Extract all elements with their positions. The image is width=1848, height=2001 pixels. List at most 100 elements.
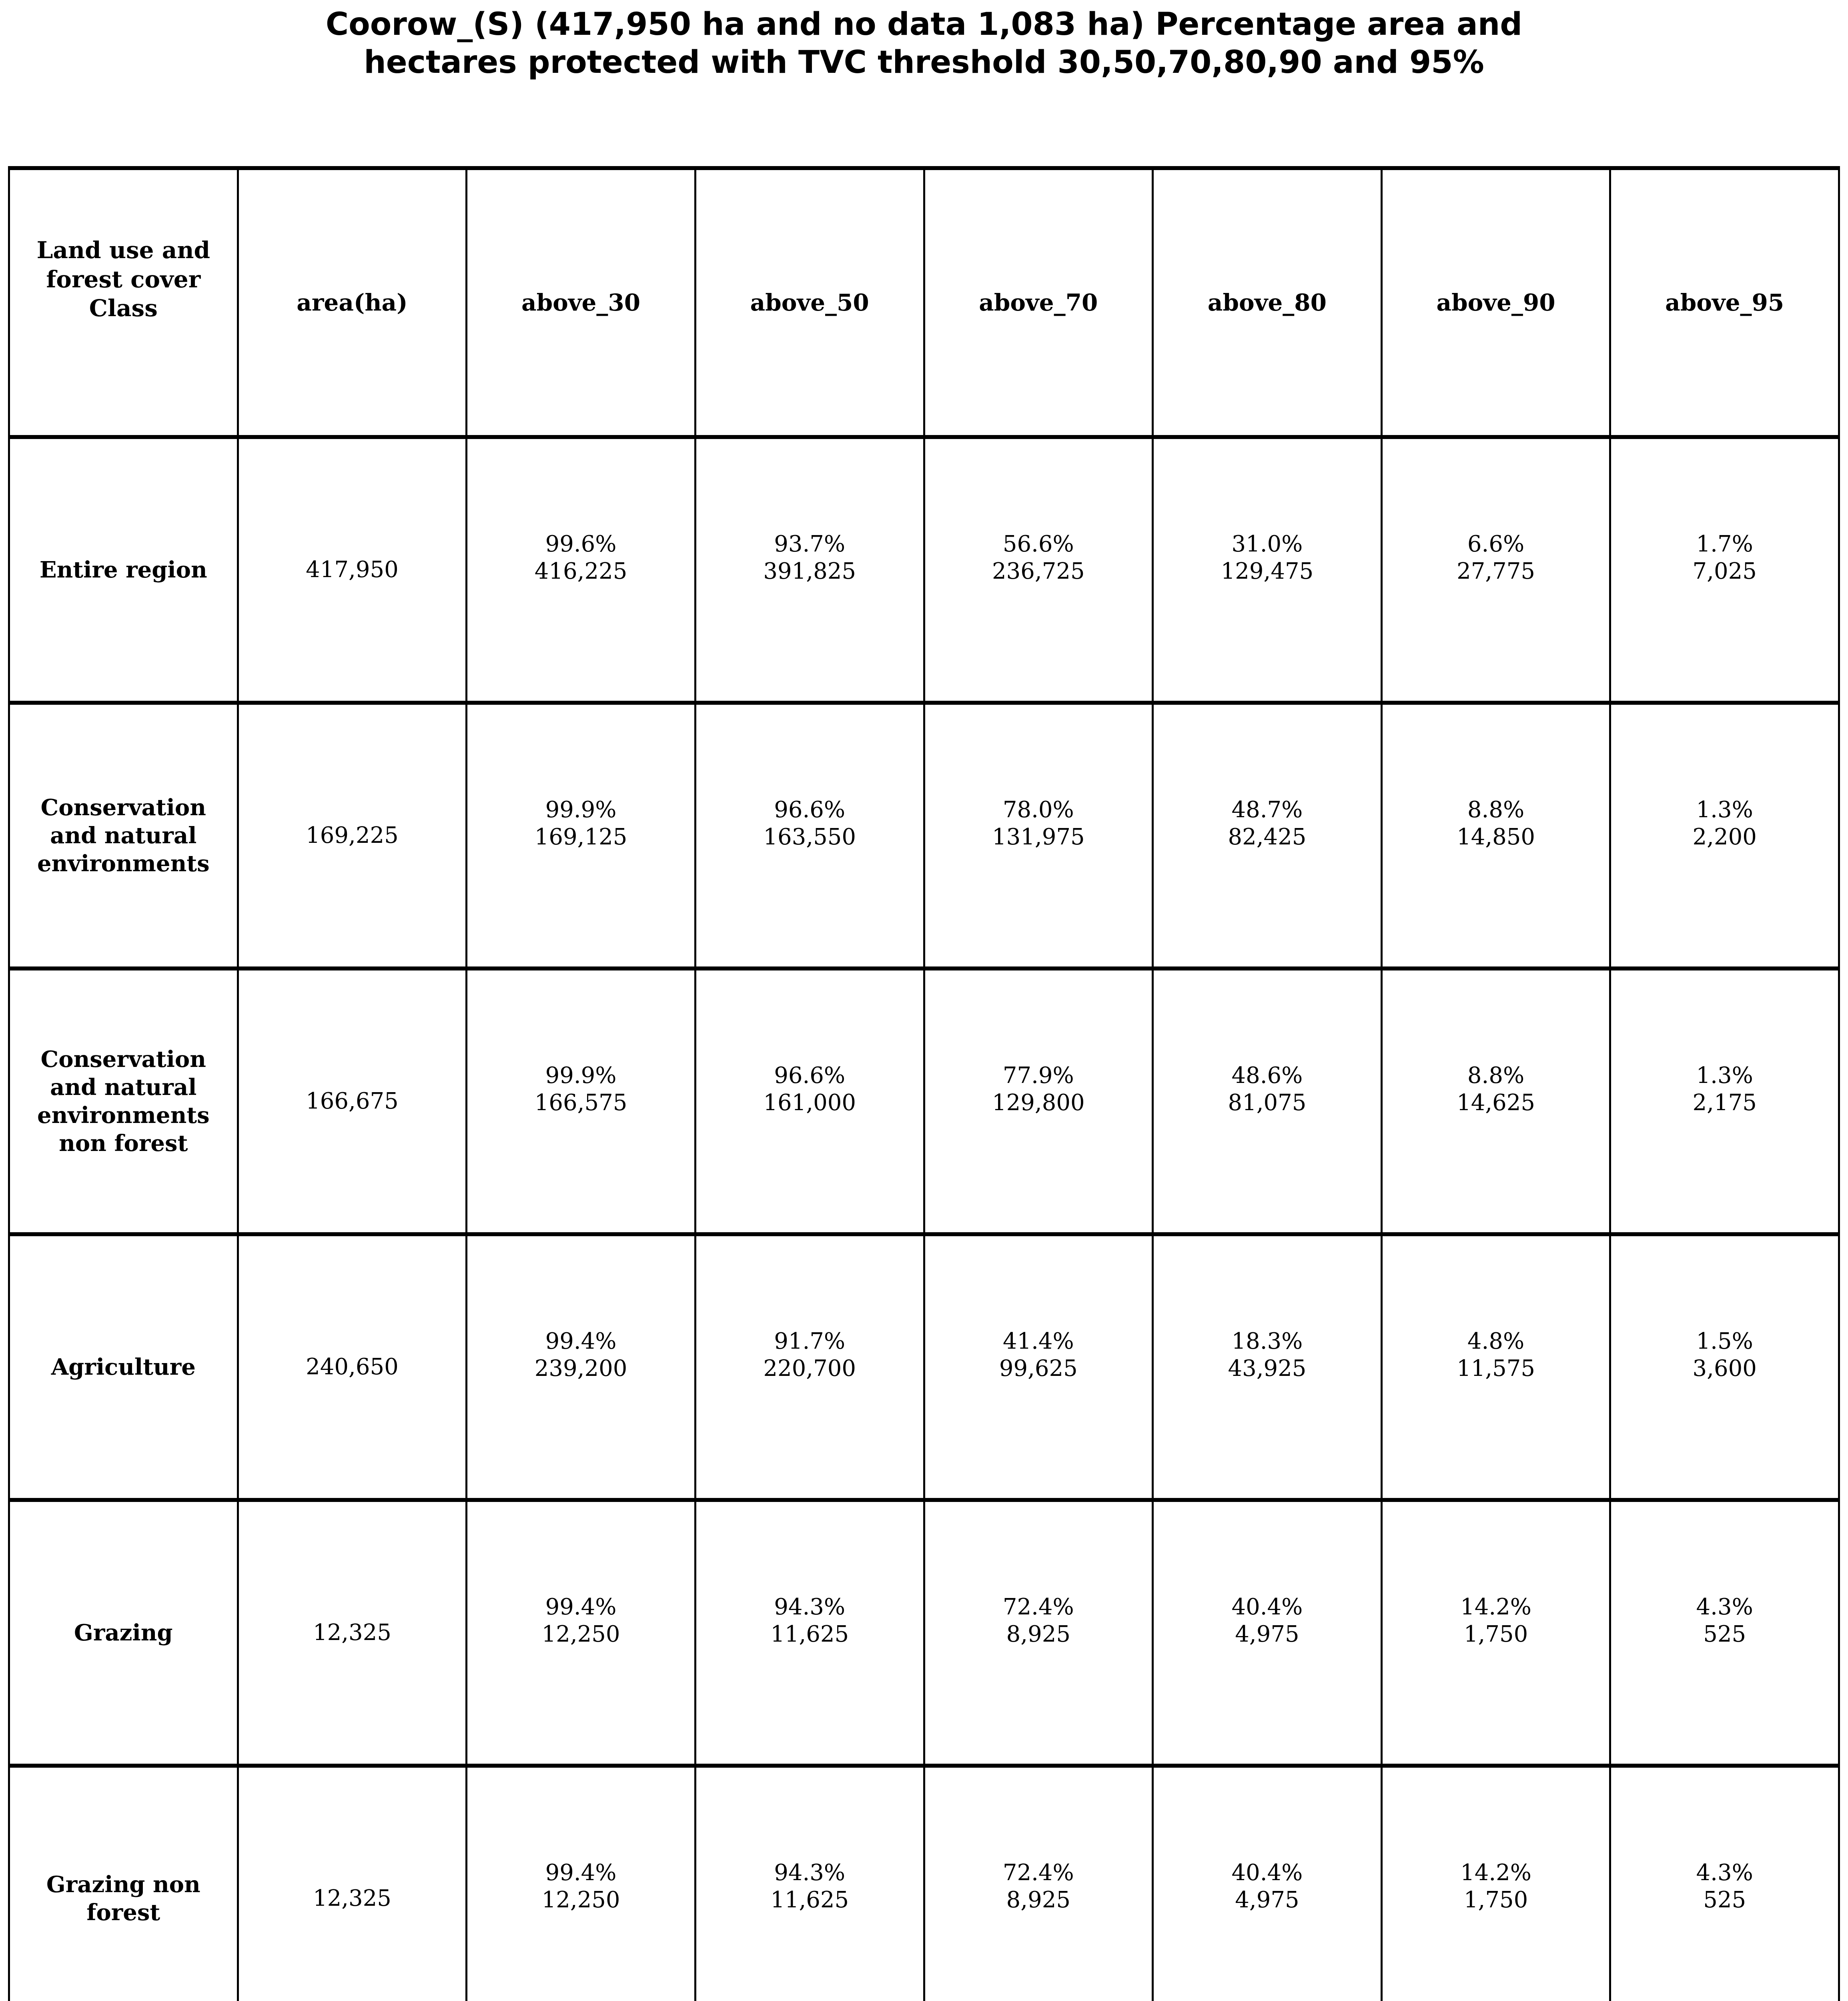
- threshold-cell-above_70: 72.4% 8,925: [923, 1498, 1154, 1768]
- percent-value: 40.4%: [1231, 1859, 1303, 1886]
- area-value: 240,650: [237, 1232, 468, 1502]
- percent-value: 56.6%: [1002, 531, 1074, 557]
- threshold-cell-above_80: 40.4% 4,975: [1152, 1498, 1383, 1768]
- threshold-cell-above_70: 77.9% 129,800: [923, 966, 1154, 1236]
- hectares-value: 239,200: [534, 1355, 627, 1381]
- hectares-value: 8,925: [1006, 1887, 1070, 1913]
- threshold-cell-above_50: 96.6% 163,550: [694, 701, 925, 970]
- threshold-cell-above_30: 99.9% 169,125: [465, 701, 696, 970]
- percent-value: 4.3%: [1696, 1594, 1753, 1620]
- percent-value: 8.8%: [1467, 1062, 1525, 1089]
- hectares-value: 163,550: [763, 824, 856, 850]
- hectares-value: 236,725: [992, 558, 1085, 584]
- threshold-cell-above_50: 91.7% 220,700: [694, 1232, 925, 1502]
- hectares-value: 169,125: [534, 824, 627, 850]
- percent-value: 72.4%: [1002, 1859, 1074, 1886]
- percent-value: 77.9%: [1002, 1062, 1074, 1089]
- hectares-value: 4,975: [1235, 1621, 1299, 1647]
- percent-value: 94.3%: [774, 1594, 846, 1620]
- threshold-cell-above_50: 93.7% 391,825: [694, 435, 925, 705]
- threshold-cell-above_30: 99.4% 12,250: [465, 1498, 696, 1768]
- table-row-0: Entire region 417,950 99.6% 416,225 93.7% 391…: [8, 435, 1840, 705]
- hectares-value: 11,625: [770, 1621, 849, 1647]
- percent-value: 6.6%: [1467, 531, 1525, 557]
- threshold-cell-above_80: 18.3% 43,925: [1152, 1232, 1383, 1502]
- table-row-1: Conservation and natural environments 169…: [8, 701, 1840, 970]
- hectares-value: 2,200: [1692, 824, 1757, 850]
- table-header-row: Land use and forest cover Class area(ha) a…: [8, 166, 1840, 439]
- percent-value: 96.6%: [774, 1062, 846, 1089]
- area-value: 12,325: [237, 1498, 468, 1768]
- threshold-cell-above_50: 94.3% 11,625: [694, 1498, 925, 1768]
- row-label: Grazing non forest: [8, 1764, 239, 2001]
- hectares-value: 2,175: [1692, 1090, 1757, 1116]
- hectares-value: 131,975: [992, 824, 1085, 850]
- percent-value: 99.9%: [545, 1062, 617, 1089]
- column-header-7: above_95: [1609, 166, 1840, 439]
- percent-value: 1.3%: [1696, 1062, 1753, 1089]
- percent-value: 48.6%: [1231, 1062, 1303, 1089]
- page-title: Coorow_(S) (417,950 ha and no data 1,083…: [0, 6, 1848, 82]
- threshold-cell-above_95: 1.3% 2,200: [1609, 701, 1840, 970]
- threshold-cell-above_90: 8.8% 14,850: [1380, 701, 1611, 970]
- percent-value: 78.0%: [1002, 796, 1074, 823]
- threshold-cell-above_30: 99.4% 239,200: [465, 1232, 696, 1502]
- table-row-3: Agriculture 240,650 99.4% 239,200 91.7% 220,7…: [8, 1232, 1840, 1502]
- column-header-1: area(ha): [237, 166, 468, 439]
- page-title-line2: hectares protected with TVC threshold 30…: [364, 44, 1484, 81]
- hectares-value: 99,625: [999, 1355, 1078, 1381]
- column-header-0: Land use and forest cover Class: [8, 166, 239, 439]
- page-title-line1: Coorow_(S) (417,950 ha and no data 1,083…: [325, 6, 1523, 42]
- hectares-value: 166,575: [534, 1090, 627, 1116]
- hectares-value: 14,625: [1457, 1090, 1535, 1116]
- percent-value: 96.6%: [774, 796, 846, 823]
- table-body: Entire region 417,950 99.6% 416,225 93.7% 391…: [8, 435, 1840, 2001]
- hectares-value: 4,975: [1235, 1887, 1299, 1913]
- hectares-value: 27,775: [1457, 558, 1535, 584]
- threshold-cell-above_90: 14.2% 1,750: [1380, 1498, 1611, 1768]
- percent-value: 14.2%: [1460, 1859, 1532, 1886]
- threshold-cell-above_70: 72.4% 8,925: [923, 1764, 1154, 2001]
- area-value: 166,675: [237, 966, 468, 1236]
- hectares-value: 129,800: [992, 1090, 1085, 1116]
- threshold-cell-above_30: 99.9% 166,575: [465, 966, 696, 1236]
- area-value: 169,225: [237, 701, 468, 970]
- percent-value: 41.4%: [1002, 1328, 1074, 1354]
- table-row-2: Conservation and natural environments no…: [8, 966, 1840, 1236]
- hectares-value: 11,625: [770, 1887, 849, 1913]
- hectares-value: 1,750: [1463, 1887, 1528, 1913]
- threshold-cell-above_95: 1.3% 2,175: [1609, 966, 1840, 1236]
- row-label: Conservation and natural environments: [8, 701, 239, 970]
- threshold-cell-above_95: 4.3% 525: [1609, 1498, 1840, 1768]
- percent-value: 72.4%: [1002, 1594, 1074, 1620]
- percent-value: 99.4%: [545, 1859, 617, 1886]
- percent-value: 99.6%: [545, 531, 617, 557]
- hectares-value: 391,825: [763, 558, 856, 584]
- percent-value: 99.4%: [545, 1594, 617, 1620]
- hectares-value: 525: [1703, 1887, 1746, 1913]
- percent-value: 8.8%: [1467, 796, 1525, 823]
- threshold-cell-above_80: 40.4% 4,975: [1152, 1764, 1383, 2001]
- hectares-value: 12,250: [541, 1887, 620, 1913]
- hectares-value: 8,925: [1006, 1621, 1070, 1647]
- hectares-value: 416,225: [534, 558, 627, 584]
- table-row-4: Grazing 12,325 99.4% 12,250 94.3% 11,625 72.4%…: [8, 1498, 1840, 1768]
- threshold-cell-above_80: 31.0% 129,475: [1152, 435, 1383, 705]
- table-row-5: Grazing non forest 12,325 99.4% 12,250 94.3%…: [8, 1764, 1840, 2001]
- threshold-cell-above_90: 4.8% 11,575: [1380, 1232, 1611, 1502]
- percent-value: 4.8%: [1467, 1328, 1525, 1354]
- threshold-cell-above_90: 8.8% 14,625: [1380, 966, 1611, 1236]
- column-header-4: above_70: [923, 166, 1154, 439]
- percent-value: 1.5%: [1696, 1328, 1753, 1354]
- column-header-5: above_80: [1152, 166, 1383, 439]
- percent-value: 91.7%: [774, 1328, 846, 1354]
- hectares-value: 43,925: [1228, 1355, 1307, 1381]
- area-value: 12,325: [237, 1764, 468, 2001]
- row-label: Grazing: [8, 1498, 239, 1768]
- hectares-value: 3,600: [1692, 1355, 1757, 1381]
- hectares-value: 81,075: [1228, 1090, 1307, 1116]
- percent-value: 14.2%: [1460, 1594, 1532, 1620]
- column-header-3: above_50: [694, 166, 925, 439]
- hectares-value: 1,750: [1463, 1621, 1528, 1647]
